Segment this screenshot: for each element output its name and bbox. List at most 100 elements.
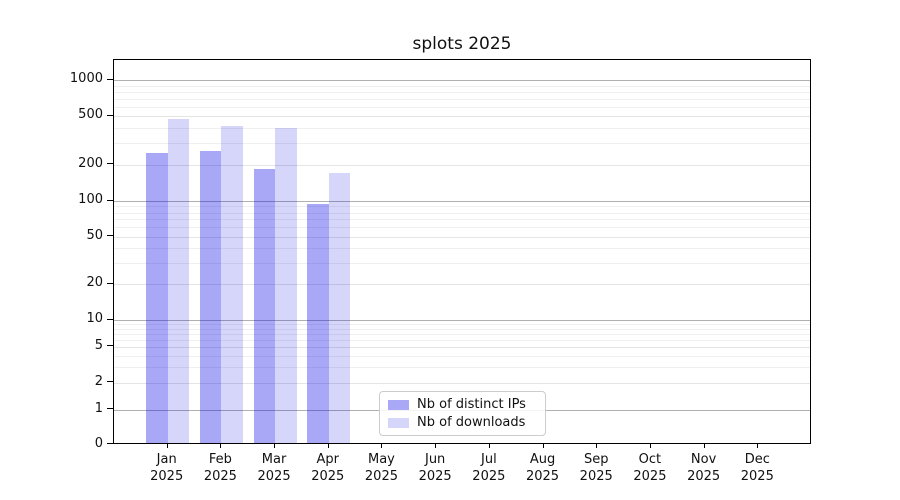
legend-swatch <box>388 399 409 410</box>
gridline <box>114 346 810 348</box>
gridline-minor <box>114 128 810 130</box>
gridline-minor <box>114 85 810 87</box>
x-tick-label: Oct 2025 <box>610 451 690 485</box>
y-tick-label: 10 <box>86 311 103 326</box>
bar-downloads <box>221 126 243 443</box>
gridline-minor <box>114 333 810 335</box>
gridline-minor <box>114 263 810 265</box>
gridline <box>114 284 810 286</box>
x-tick-mark <box>274 444 276 448</box>
x-tick-month: Dec <box>744 452 770 467</box>
legend-entry: Nb of distinct IPs <box>388 397 537 412</box>
gridline-minor <box>114 106 810 108</box>
y-tick-label: 1000 <box>69 71 103 86</box>
gridline-minor <box>114 143 810 145</box>
y-tick-label: 5 <box>94 337 103 353</box>
x-tick-year: 2025 <box>364 469 398 484</box>
gridline <box>114 382 810 384</box>
gridline <box>114 116 810 118</box>
x-tick-mark <box>327 444 329 448</box>
x-tick-year: 2025 <box>579 469 613 484</box>
x-tick-mark <box>542 444 544 448</box>
legend: Nb of distinct IPs Nb of downloads <box>379 391 546 436</box>
gridline-minor <box>114 324 810 326</box>
y-tick-mark <box>107 318 113 320</box>
x-tick-mark <box>703 444 705 448</box>
gridline <box>114 164 810 166</box>
x-tick-month: Jun <box>424 452 446 467</box>
x-tick-month: Nov <box>690 452 717 467</box>
x-tick-year: 2025 <box>150 469 184 484</box>
x-tick-year: 2025 <box>203 469 237 484</box>
gridline-minor <box>114 98 810 100</box>
x-tick-month: Mar <box>261 452 287 467</box>
legend-label: Nb of downloads <box>417 415 526 430</box>
bar-downloads <box>167 118 190 443</box>
y-tick-mark <box>107 381 113 383</box>
x-tick-label: Dec 2025 <box>717 451 797 485</box>
y-tick-label: 0 <box>94 435 103 451</box>
x-tick-label: May 2025 <box>341 451 421 485</box>
gridline-minor <box>114 91 810 93</box>
x-tick-mark <box>220 444 222 448</box>
x-tick-label: Aug 2025 <box>503 451 583 485</box>
x-tick-month: Jan <box>156 452 177 467</box>
x-tick-label: Mar 2025 <box>234 451 314 485</box>
legend-swatch <box>388 417 409 428</box>
x-tick-year: 2025 <box>418 469 452 484</box>
y-tick-label: 500 <box>78 107 103 123</box>
x-tick-mark <box>166 444 168 448</box>
y-tick-mark <box>107 408 113 409</box>
x-tick-month: May <box>368 452 395 467</box>
y-tick-mark <box>107 114 113 116</box>
y-tick-mark <box>107 345 113 347</box>
bar-downloads <box>275 128 297 443</box>
gridline-minor <box>114 212 810 214</box>
x-tick-mark <box>757 444 759 448</box>
plot-area <box>113 59 811 444</box>
x-tick-year: 2025 <box>687 469 721 484</box>
x-tick-month: Oct <box>638 452 662 467</box>
bar-distinct-ips <box>146 152 168 443</box>
x-tick-label: Jan 2025 <box>127 451 207 485</box>
bar-distinct-ips <box>307 203 329 443</box>
y-tick-mark <box>107 163 113 165</box>
x-tick-label: Apr 2025 <box>288 451 368 485</box>
y-tick-mark <box>107 235 113 237</box>
x-tick-year: 2025 <box>257 469 291 484</box>
x-tick-year: 2025 <box>472 469 506 484</box>
gridline-minor <box>114 219 810 221</box>
x-tick-month: Feb <box>208 452 232 467</box>
x-tick-month: Apr <box>316 452 340 467</box>
x-tick-label: Jul 2025 <box>449 451 529 485</box>
bar-downloads <box>328 173 351 443</box>
x-tick-mark <box>381 444 383 448</box>
gridline-minor <box>114 328 810 330</box>
x-tick-label: Jun 2025 <box>395 451 475 485</box>
gridline-major <box>114 320 810 321</box>
x-tick-mark <box>488 444 490 448</box>
x-tick-month: Jul <box>481 452 497 467</box>
x-tick-mark <box>435 444 437 448</box>
y-tick-mark <box>107 78 113 80</box>
y-tick-mark <box>107 199 113 201</box>
x-tick-label: Sep 2025 <box>556 451 636 485</box>
x-tick-month: Sep <box>583 452 609 467</box>
y-tick-mark <box>107 282 113 284</box>
x-tick-year: 2025 <box>525 469 560 484</box>
y-tick-label: 100 <box>78 192 103 207</box>
gridline-minor <box>114 366 810 368</box>
gridline-major <box>114 80 810 81</box>
x-tick-label: Feb 2025 <box>180 451 260 485</box>
gridline-minor <box>114 355 810 357</box>
x-tick-month: Aug <box>529 452 556 467</box>
y-tick-label: 2 <box>94 373 103 389</box>
bar-distinct-ips <box>253 168 276 443</box>
gridline-minor <box>114 227 810 229</box>
x-tick-year: 2025 <box>311 469 345 484</box>
legend-label: Nb of distinct IPs <box>417 397 526 412</box>
x-tick-year: 2025 <box>740 469 774 484</box>
gridline <box>114 236 810 238</box>
x-tick-label: Nov 2025 <box>664 451 744 485</box>
